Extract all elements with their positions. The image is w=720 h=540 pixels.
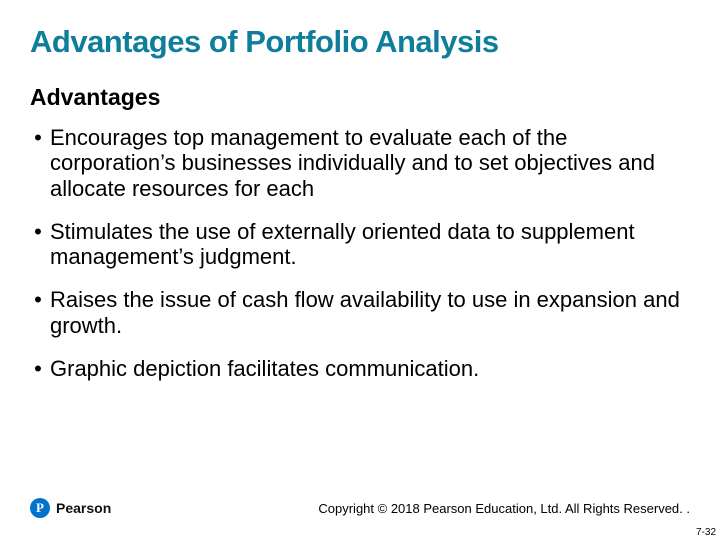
bullet-list: • Encourages top management to evaluate … xyxy=(30,125,690,381)
list-item: • Graphic depiction facilitates communic… xyxy=(30,356,690,381)
bullet-dot-icon: • xyxy=(30,356,46,381)
bullet-dot-icon: • xyxy=(30,287,46,312)
slide-subtitle: Advantages xyxy=(30,84,690,111)
brand-logo: P Pearson xyxy=(30,498,111,518)
page-number: 7-32 xyxy=(696,527,716,538)
copyright-text: Copyright © 2018 Pearson Education, Ltd.… xyxy=(318,501,690,516)
brand-name: Pearson xyxy=(56,500,111,516)
slide-title: Advantages of Portfolio Analysis xyxy=(30,24,690,60)
list-item: • Encourages top management to evaluate … xyxy=(30,125,690,201)
bullet-dot-icon: • xyxy=(30,125,46,150)
bullet-text: Raises the issue of cash flow availabili… xyxy=(46,287,690,338)
list-item: • Stimulates the use of externally orien… xyxy=(30,219,690,270)
list-item: • Raises the issue of cash flow availabi… xyxy=(30,287,690,338)
bullet-text: Graphic depiction facilitates communicat… xyxy=(46,356,690,381)
bullet-dot-icon: • xyxy=(30,219,46,244)
pearson-mark-icon: P xyxy=(30,498,50,518)
bullet-text: Stimulates the use of externally oriente… xyxy=(46,219,690,270)
footer: P Pearson Copyright © 2018 Pearson Educa… xyxy=(0,498,720,518)
bullet-text: Encourages top management to evaluate ea… xyxy=(46,125,690,201)
slide: Advantages of Portfolio Analysis Advanta… xyxy=(0,0,720,540)
